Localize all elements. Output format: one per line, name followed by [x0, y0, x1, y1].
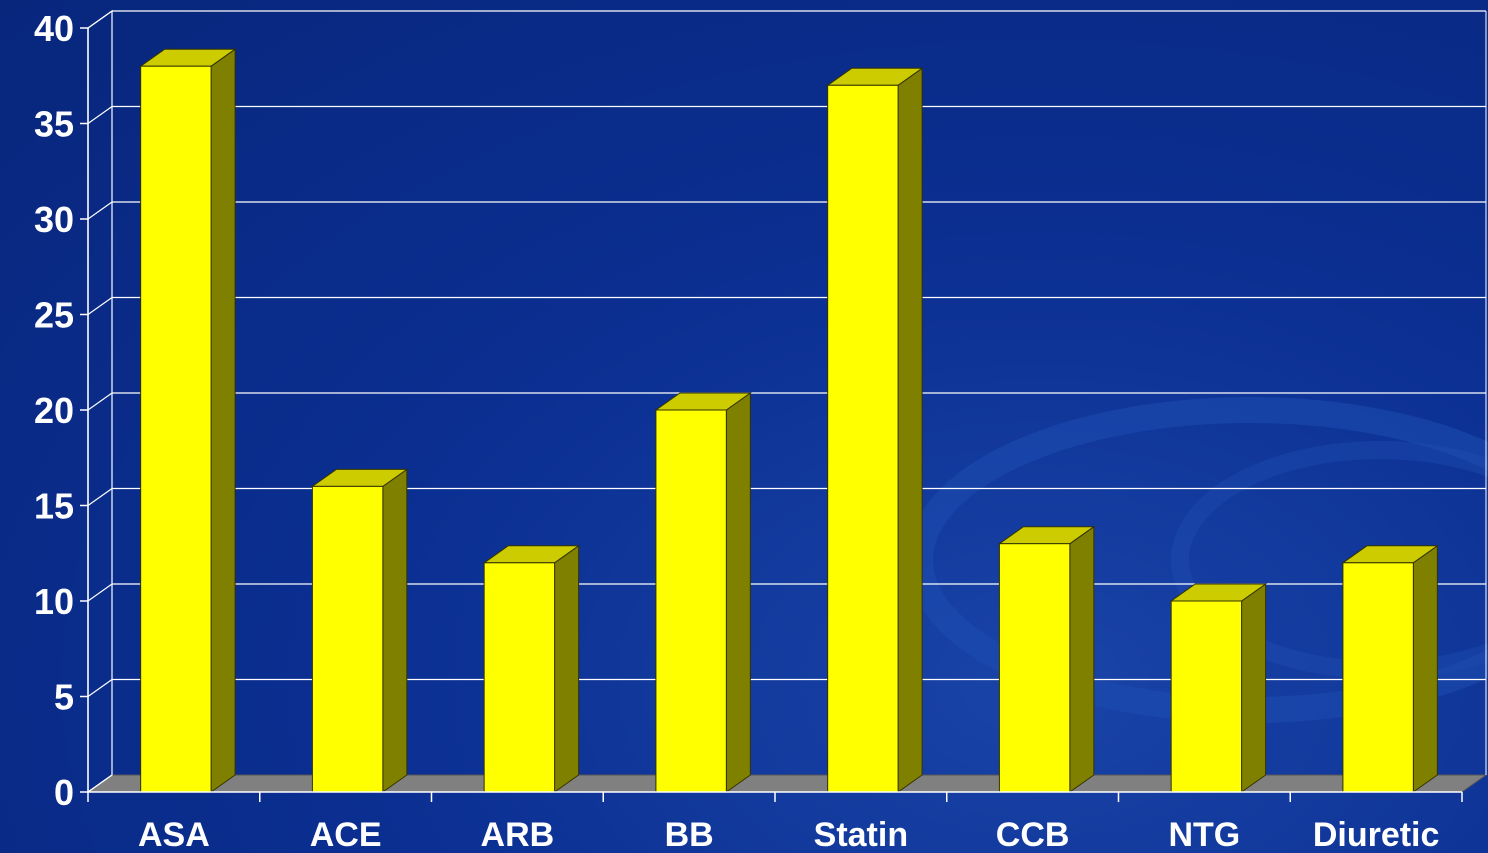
gridline-diagonal: [87, 297, 113, 315]
bar-side: [554, 544, 580, 793]
bar-front: [483, 562, 556, 793]
bar-front: [311, 485, 384, 793]
bar-side: [382, 468, 408, 793]
bar-front: [655, 409, 727, 793]
y-tick-label: 25: [34, 295, 74, 336]
y-tick-label: 0: [54, 772, 74, 813]
gridline-diagonal: [87, 392, 113, 411]
y-tick-label: 15: [34, 486, 74, 527]
bar-side: [725, 392, 751, 793]
x-tick-label: NTG: [1168, 816, 1240, 853]
bar-side: [897, 67, 923, 793]
bar-side: [1069, 525, 1095, 793]
bar-front: [998, 543, 1071, 793]
gridline-diagonal: [87, 488, 113, 506]
gridline-diagonal: [87, 774, 113, 793]
chart-floor: [86, 774, 1488, 793]
y-tick-label: 20: [34, 390, 74, 431]
bar-bb: [654, 392, 752, 793]
gridline-diagonal: [87, 583, 113, 602]
bar-front: [140, 65, 212, 793]
bar-front: [1170, 600, 1243, 793]
y-tick-label: 40: [34, 8, 74, 49]
bar-diuretic: [1341, 544, 1439, 793]
bar-ntg: [1169, 583, 1268, 793]
x-tick-label: ASA: [138, 816, 210, 853]
bar-front: [1342, 562, 1414, 793]
y-tick-label: 10: [34, 581, 74, 622]
y-axis-ticks: 0 5 10 15 20 25 30 35 40: [34, 8, 88, 813]
bar-side: [1241, 583, 1267, 793]
gridline-diagonal: [87, 106, 113, 124]
bar-asa: [139, 48, 237, 793]
x-axis-ticks: ASA ACE ARB BB Statin CCB NTG Diuretic: [87, 791, 1463, 853]
x-tick-label: Diuretic: [1313, 816, 1440, 853]
gridline-diagonal: [87, 201, 113, 220]
x-tick-label: ACE: [310, 816, 382, 853]
gridline-diagonal: [87, 679, 113, 697]
bar-ccb: [997, 525, 1096, 793]
bar-arb: [482, 544, 581, 793]
y-tick-label: 35: [34, 104, 74, 145]
y-tick-label: 30: [34, 199, 74, 240]
bars: [139, 48, 1439, 793]
x-tick-label: BB: [665, 816, 714, 853]
y-tick-label: 5: [54, 677, 74, 718]
bar-ace: [310, 468, 409, 793]
bar-front: [827, 84, 899, 793]
bar-side: [210, 48, 236, 793]
x-tick-label: Statin: [814, 816, 908, 853]
bar-side: [1412, 544, 1438, 793]
gridline-diagonal: [87, 10, 113, 29]
bar-statin: [826, 67, 924, 793]
x-tick-label: ARB: [481, 816, 555, 853]
x-tick-label: CCB: [996, 816, 1070, 853]
